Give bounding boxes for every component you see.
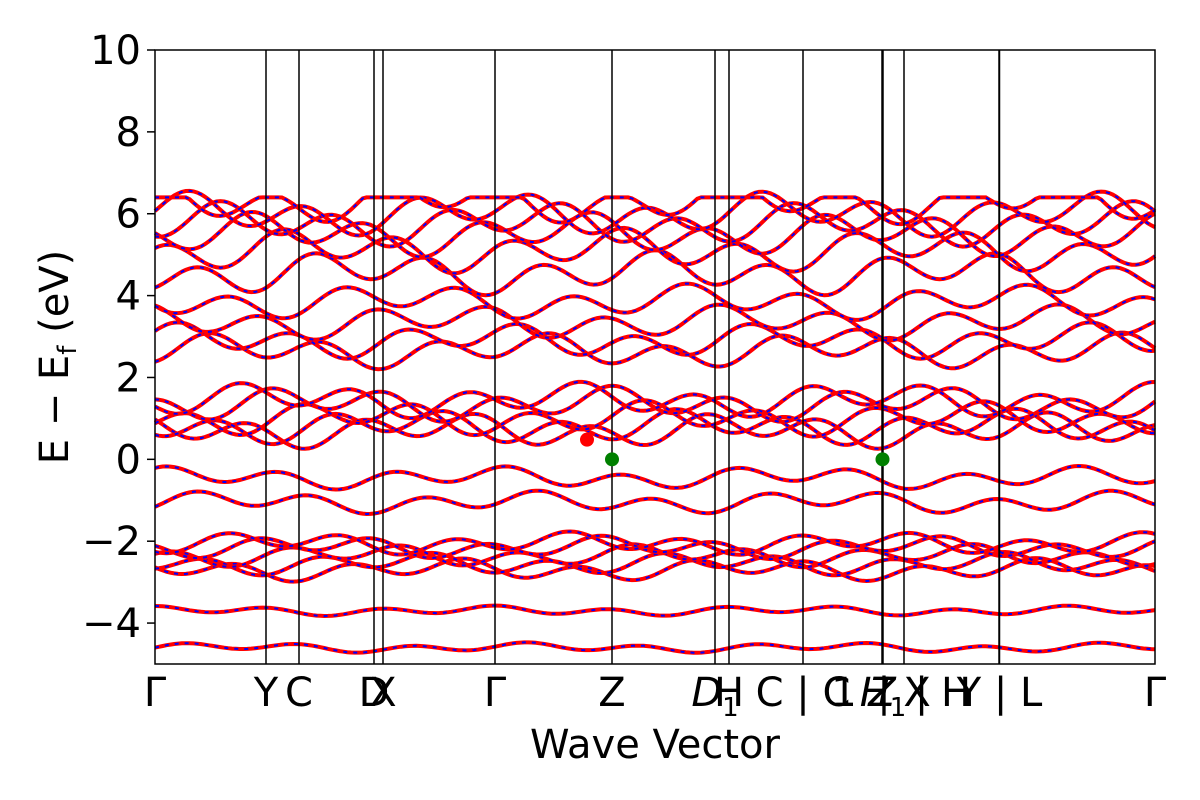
band-line-down: [154, 557, 1156, 583]
y-axis-ticks: −4 −2 0 2 4 6 8 10: [82, 28, 155, 647]
x-tick-label: H: [714, 670, 744, 716]
y-tick-label: 2: [116, 355, 141, 401]
band-line-down: [154, 534, 1156, 561]
band-line-down: [154, 226, 1156, 275]
x-tick-label: Z: [867, 670, 897, 716]
band-line-down: [154, 543, 1156, 569]
x-tick-label: Γ: [484, 670, 507, 716]
x-axis-label: Wave Vector: [530, 722, 781, 768]
bands-group: [153, 188, 1157, 655]
band-line-down: [154, 331, 1156, 371]
vbm-marker-2: [875, 452, 890, 467]
x-tick-label: Γ: [144, 670, 167, 716]
band-line-down: [154, 407, 1156, 446]
x-tick-label: Y: [253, 670, 279, 716]
x-tick-label: 1: [831, 670, 856, 716]
x-tick-label: Z: [598, 670, 625, 716]
y-axis-label-subscript: f: [53, 345, 83, 355]
extrema-markers: [580, 432, 890, 467]
y-axis-label-main: E − E: [32, 355, 78, 465]
band-line-up: [154, 463, 1156, 492]
band-line-down: [154, 411, 1156, 450]
x-tick-label: | X: [877, 670, 931, 716]
band-line-down: [154, 464, 1156, 491]
x-tick-label-subscript: 1: [890, 693, 907, 723]
y-tick-label: 6: [116, 192, 141, 238]
band-line-down: [154, 530, 1156, 556]
x-tick-label: X: [369, 670, 396, 716]
x-tick-label: Γ: [1144, 670, 1167, 716]
cbm-marker: [580, 432, 594, 447]
y-tick-label: 0: [116, 437, 141, 483]
y-tick-label: 4: [116, 274, 141, 320]
band-line-up: [153, 281, 1156, 322]
band-line-down: [154, 550, 1156, 577]
y-tick-label: −4: [82, 601, 141, 647]
y-axis-label-unit: (eV): [32, 250, 78, 346]
x-tick-label: D: [359, 670, 390, 716]
band-line-down: [154, 189, 1156, 238]
high-symmetry-lines: [265, 50, 1001, 664]
y-tick-label: 10: [90, 28, 141, 74]
x-tick-label: | H: [915, 670, 971, 716]
plot-frame: [154, 49, 1156, 665]
x-tick-label: C | C: [756, 670, 851, 716]
band-line-down: [155, 196, 1156, 226]
band-line-down: [154, 604, 1156, 618]
x-tick-label: H1: [860, 670, 907, 723]
band-line-down: [154, 282, 1156, 321]
band-line-down: [154, 210, 1156, 259]
x-tick-label-subscript: 1: [722, 693, 739, 723]
band-line-down: [154, 489, 1156, 516]
y-tick-label: −2: [82, 519, 141, 565]
y-axis-label: E − Ef (eV): [32, 250, 83, 465]
x-tick-label: Y | L: [956, 670, 1043, 716]
band-line-down: [154, 303, 1156, 342]
band-line-down: [154, 380, 1156, 420]
y-tick-label: 8: [116, 110, 141, 156]
band-line-down: [154, 321, 1156, 360]
band-line-down: [154, 641, 1156, 654]
x-tick-label: C: [285, 670, 313, 716]
vbm-marker-1: [605, 452, 619, 467]
band-line-up: [154, 488, 1156, 517]
